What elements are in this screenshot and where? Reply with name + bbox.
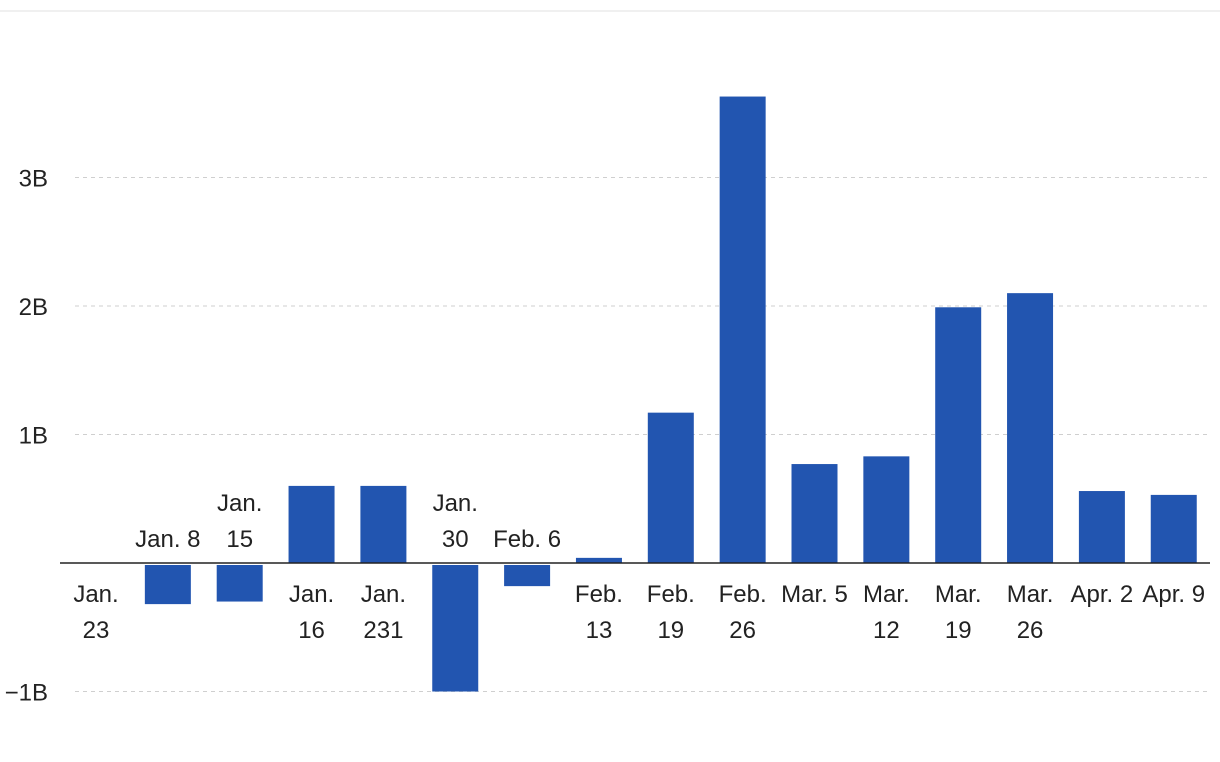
- category-label: Mar. 5: [781, 581, 848, 608]
- y-tick-label: 2B: [19, 294, 48, 321]
- y-tick-label: 3B: [19, 166, 48, 193]
- category-label: Jan. 23: [73, 581, 118, 644]
- category-label: Mar. 26: [1007, 581, 1054, 644]
- category-label: Jan. 16: [289, 581, 334, 644]
- category-labels: Jan. 23 Jan. 8 Jan. 15 Jan. 16 Jan. 231 Jan. 30 Feb…: [73, 490, 1205, 644]
- bar: [216, 565, 263, 602]
- category-label: Jan. 8: [135, 526, 200, 553]
- category-label: Feb. 26: [719, 581, 767, 644]
- bar: [1078, 491, 1125, 563]
- bar: [1007, 293, 1054, 563]
- bar: [863, 456, 910, 563]
- bar: [575, 557, 622, 563]
- y-tick-label: 1B: [19, 423, 48, 450]
- bar: [288, 485, 335, 563]
- category-label: Jan. 30: [433, 490, 478, 553]
- bar: [935, 307, 982, 563]
- y-axis-ticks: 3B 2B 1B −1B: [5, 166, 48, 707]
- bar: [432, 565, 479, 692]
- bar: [647, 412, 694, 563]
- bar: [360, 485, 407, 563]
- bar: [791, 464, 838, 563]
- category-label: Feb. 13: [575, 581, 623, 644]
- y-tick-label: −1B: [5, 680, 48, 707]
- bars: [144, 96, 1197, 692]
- bar: [1150, 494, 1197, 563]
- category-label: Apr. 9: [1142, 581, 1205, 608]
- bar: [144, 565, 191, 605]
- category-label: Jan. 231: [361, 581, 406, 644]
- category-label: Feb. 6: [493, 526, 561, 553]
- category-label: Jan. 15: [217, 490, 262, 553]
- category-label: Apr. 2: [1071, 581, 1134, 608]
- category-label: Mar. 19: [935, 581, 982, 644]
- category-label: Feb. 19: [647, 581, 695, 644]
- category-label: Mar. 12: [863, 581, 910, 644]
- bar: [719, 96, 766, 564]
- bar: [504, 565, 551, 587]
